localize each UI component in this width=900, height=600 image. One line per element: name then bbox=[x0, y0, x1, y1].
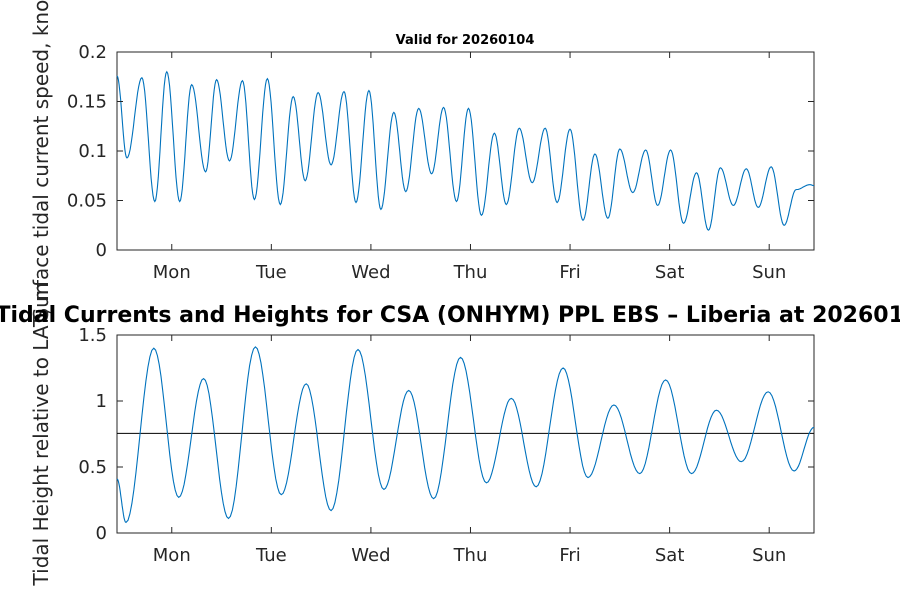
current-speed-x-tick-label: Thu bbox=[453, 262, 488, 283]
current-speed-x-tick-label: Fri bbox=[559, 262, 580, 283]
tidal-height-x-tick-label: Wed bbox=[351, 545, 390, 566]
tidal-height-panel: 0 0.5 1 1.5 Mon Tue Wed Thu Fri Sat Sun Tidal Hei… bbox=[29, 283, 815, 587]
tidal-height-y-axis-label: Tidal Height relative to LAT, m bbox=[29, 283, 53, 587]
tidal-height-y-tick-label: 0.5 bbox=[78, 457, 107, 478]
current-speed-panel-title: Valid for 20260104 bbox=[396, 33, 535, 48]
current-speed-y-tick-label: 0 bbox=[96, 240, 107, 261]
current-speed-x-tick-label: Wed bbox=[351, 262, 390, 283]
current-speed-y-tick-label: 0.15 bbox=[67, 92, 107, 113]
tidal-height-y-tick-label: 0 bbox=[96, 523, 107, 544]
current-speed-x-tick-label: Tue bbox=[255, 262, 287, 283]
current-speed-panel: 0 0.05 0.1 0.15 0.2 Mon Tue Wed Thu Fri Sat Sun Va… bbox=[29, 0, 815, 321]
tidal-height-x-tick-label: Fri bbox=[559, 545, 580, 566]
current-speed-y-tick-label: 0.1 bbox=[78, 141, 107, 162]
tidal-height-x-tick-label: Tue bbox=[255, 545, 287, 566]
tidal-height-x-tick-label: Mon bbox=[153, 545, 191, 566]
current-speed-x-tick-label: Sat bbox=[655, 262, 685, 283]
tidal-height-x-tick-label: Sun bbox=[752, 545, 786, 566]
tidal-height-series-line bbox=[116, 346, 815, 524]
current-speed-plot-area bbox=[116, 51, 815, 251]
tidal-height-plot-area bbox=[116, 334, 815, 534]
current-speed-y-tick-label: 0.05 bbox=[67, 191, 107, 212]
tidal-height-y-tick-label: 1.5 bbox=[78, 325, 107, 346]
current-speed-y-tick-label: 0.2 bbox=[78, 42, 107, 63]
current-speed-x-tick-label: Mon bbox=[153, 262, 191, 283]
tidal-height-y-tick-label: 1 bbox=[96, 391, 107, 412]
current-speed-series-line bbox=[116, 70, 814, 231]
figure-title: Tidal Currents and Heights for CSA (ONHY… bbox=[0, 303, 900, 328]
tidal-height-x-tick-label: Thu bbox=[453, 545, 488, 566]
current-speed-x-tick-label: Sun bbox=[752, 262, 786, 283]
tidal-height-x-tick-label: Sat bbox=[655, 545, 685, 566]
current-speed-y-axis-label: Surface tidal current speed, knots bbox=[29, 0, 53, 321]
